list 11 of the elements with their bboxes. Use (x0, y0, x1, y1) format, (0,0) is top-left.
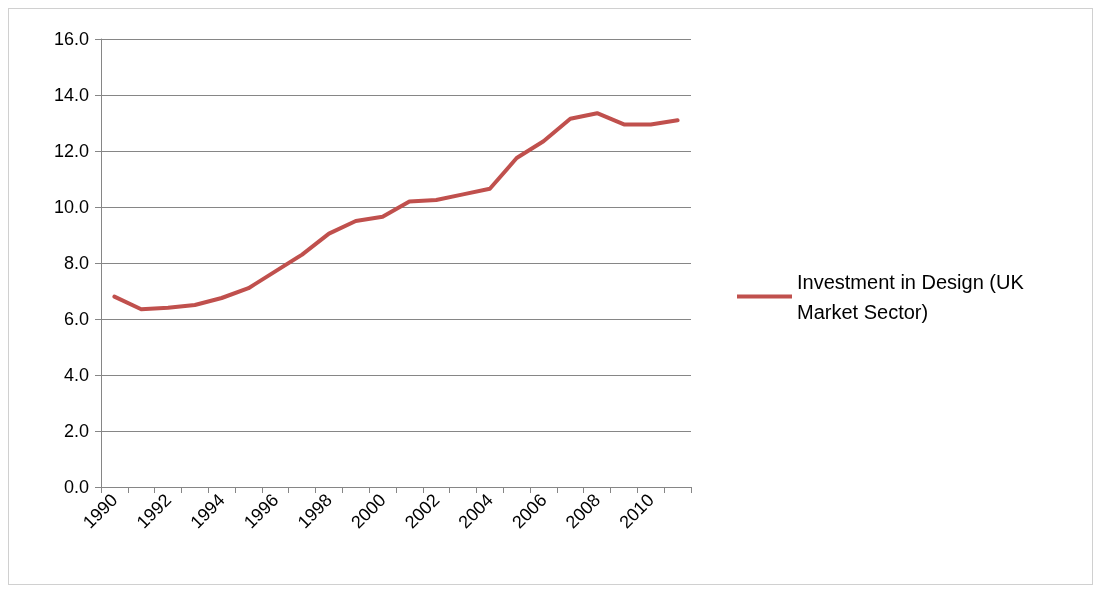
y-tick-label: 2.0 (63, 421, 89, 441)
y-tick-label: 6.0 (63, 309, 89, 329)
y-tick-label: 10.0 (53, 197, 89, 217)
y-tick-label: 4.0 (63, 365, 89, 385)
y-tick-label: 14.0 (53, 85, 89, 105)
legend-label: Investment in Design (UK Market Sector) (797, 270, 1030, 323)
y-tick-label: 12.0 (53, 141, 89, 161)
y-tick-label: 16.0 (53, 29, 89, 49)
y-tick-label: 8.0 (63, 253, 89, 273)
y-tick-label: 0.0 (63, 477, 89, 497)
line-series (112, 111, 680, 312)
